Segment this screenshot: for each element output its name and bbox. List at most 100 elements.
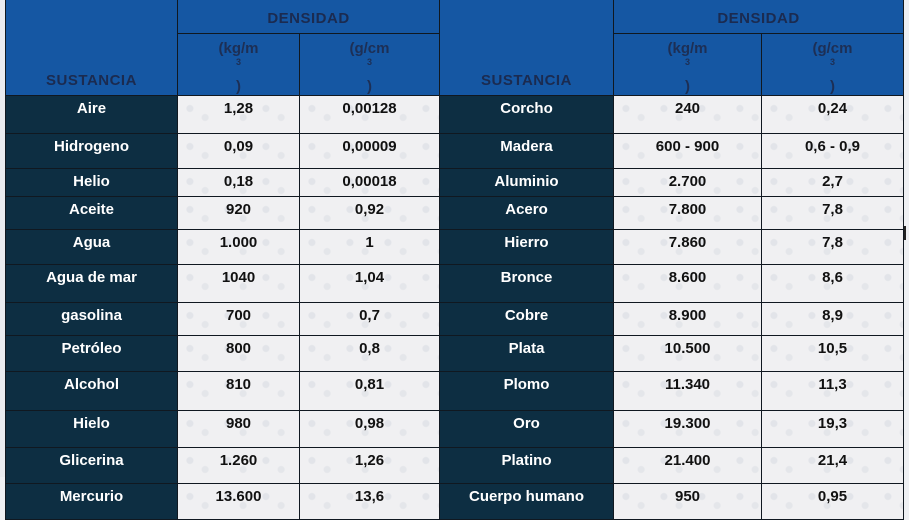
table-row: Petróleo 800 0,8 Plata 10.500 10,5 — [5, 335, 904, 372]
density-kg-right-text: 7.800 — [668, 201, 707, 218]
density-g-right-text: 2,7 — [822, 173, 843, 190]
density-g-left: 0,81 — [299, 371, 440, 411]
header-substance-right: SUSTANCIA — [439, 0, 614, 96]
density-g-right-text: 0,24 — [817, 100, 848, 117]
density-g-right-text: 21,4 — [817, 452, 848, 469]
density-g-right-text: 8,6 — [822, 269, 843, 286]
substance-name-right: Madera — [439, 133, 614, 169]
table-row: Hielo 980 0,98 Oro 19.300 19,3 — [5, 410, 904, 448]
density-g-right: 10,5 — [761, 335, 904, 372]
substance-name-right-text: Madera — [500, 138, 553, 155]
substance-name-right: Acero — [439, 196, 614, 230]
density-g-right: 0,24 — [761, 95, 904, 134]
density-g-left-text: 0,7 — [359, 307, 380, 324]
density-kg-left-text: 1,28 — [223, 100, 254, 117]
density-kg-left-text: 800 — [225, 340, 252, 357]
density-g-left: 0,7 — [299, 302, 440, 336]
substance-name-left: Hidrogeno — [5, 133, 178, 169]
density-g-left: 0,00009 — [299, 133, 440, 169]
density-kg-right-text: 600 - 900 — [655, 138, 720, 155]
density-kg-left: 920 — [177, 196, 300, 230]
header-density-right: DENSIDAD — [613, 0, 904, 34]
substance-name-right: Cobre — [439, 302, 614, 336]
substance-name-left-text: Aire — [76, 100, 107, 117]
substance-name-right-text: Bronce — [500, 269, 553, 286]
density-g-right: 21,4 — [761, 447, 904, 484]
density-kg-left-text: 980 — [225, 415, 252, 432]
table-row: Hidrogeno 0,09 0,00009 Madera 600 - 900 0,6 -… — [5, 133, 904, 169]
density-kg-right-text: 21.400 — [664, 452, 711, 469]
page-background-left — [0, 0, 6, 477]
density-kg-left-text: 1.260 — [219, 452, 258, 469]
density-g-left: 0,98 — [299, 410, 440, 448]
substance-name-left-text: Petróleo — [61, 340, 122, 357]
density-g-left-text: 1,04 — [354, 269, 385, 286]
substance-name-right-text: Aluminio — [494, 173, 559, 190]
density-g-left-text: 0,8 — [359, 340, 380, 357]
substance-name-left-text: Glicerina — [59, 452, 124, 469]
substance-name-right: Oro — [439, 410, 614, 448]
substance-name-left-text: Agua — [72, 234, 111, 251]
substance-name-right: Plomo — [439, 371, 614, 411]
density-kg-right-text: 10.500 — [664, 340, 711, 357]
substance-name-left-text: Aceite — [68, 201, 115, 218]
density-g-right: 11,3 — [761, 371, 904, 411]
table-row: Mercurio 13.600 13,6 Cuerpo humano 950 0,95 — [5, 483, 904, 520]
density-g-right: 2,7 — [761, 168, 904, 197]
density-kg-right: 11.340 — [613, 371, 762, 411]
substance-name-left: Mercurio — [5, 483, 178, 520]
substance-name-right: Plata — [439, 335, 614, 372]
density-kg-right: 8.600 — [613, 264, 762, 303]
substance-name-right-text: Cobre — [504, 307, 549, 324]
density-kg-left: 1.260 — [177, 447, 300, 484]
density-g-right-text: 0,6 - 0,9 — [804, 138, 861, 155]
density-kg-right: 21.400 — [613, 447, 762, 484]
density-g-right-text: 0,95 — [817, 488, 848, 505]
substance-name-left-text: Alcohol — [64, 376, 119, 393]
substance-name-right: Corcho — [439, 95, 614, 134]
substance-name-left: Aceite — [5, 196, 178, 230]
substance-name-left-text: Hielo — [73, 415, 110, 432]
substance-name-left-text: Hidrogeno — [54, 138, 129, 155]
substance-name-right: Bronce — [439, 264, 614, 303]
density-kg-right-text: 11.340 — [664, 376, 711, 393]
substance-name-right: Aluminio — [439, 168, 614, 197]
density-g-left: 0,92 — [299, 196, 440, 230]
density-kg-right: 600 - 900 — [613, 133, 762, 169]
density-kg-left: 13.600 — [177, 483, 300, 520]
header-unit-kg-left: (kg/m 3) — [177, 33, 300, 96]
density-g-left: 1,04 — [299, 264, 440, 303]
density-kg-left: 810 — [177, 371, 300, 411]
density-kg-left-text: 810 — [225, 376, 252, 393]
density-kg-left: 700 — [177, 302, 300, 336]
substance-name-left: Agua — [5, 229, 178, 265]
density-g-left-text: 1 — [365, 234, 374, 251]
table-row: Glicerina 1.260 1,26 Platino 21.400 21,4 — [5, 447, 904, 484]
density-kg-left-text: 920 — [225, 201, 252, 218]
density-kg-left-text: 700 — [225, 307, 252, 324]
density-kg-right-text: 2.700 — [668, 173, 707, 190]
density-g-right: 7,8 — [761, 196, 904, 230]
density-g-right: 7,8 — [761, 229, 904, 265]
substance-name-right: Hierro — [439, 229, 614, 265]
density-g-left-text: 0,81 — [354, 376, 385, 393]
density-kg-left: 1040 — [177, 264, 300, 303]
density-g-right: 8,6 — [761, 264, 904, 303]
density-g-right-text: 19,3 — [817, 415, 848, 432]
density-g-left-text: 0,92 — [354, 201, 385, 218]
density-kg-right-text: 8.900 — [668, 307, 707, 324]
header-unit-g-right: (g/cm 3) — [761, 33, 904, 96]
substance-name-left-text: Helio — [73, 173, 110, 190]
substance-name-right-text: Acero — [505, 201, 548, 218]
density-g-right-text: 7,8 — [822, 201, 843, 218]
substance-name-left: gasolina — [5, 302, 178, 336]
density-kg-left: 800 — [177, 335, 300, 372]
density-kg-left-text: 1.000 — [219, 234, 258, 251]
substance-name-left-text: Mercurio — [59, 488, 124, 505]
density-kg-right-text: 950 — [674, 488, 701, 505]
density-kg-right-text: 19.300 — [664, 415, 711, 432]
density-g-left-text: 0,00018 — [342, 173, 397, 190]
density-g-left-text: 0,00128 — [342, 100, 397, 117]
header-unit-g-left: (g/cm 3) — [299, 33, 440, 96]
density-kg-left: 1,28 — [177, 95, 300, 134]
